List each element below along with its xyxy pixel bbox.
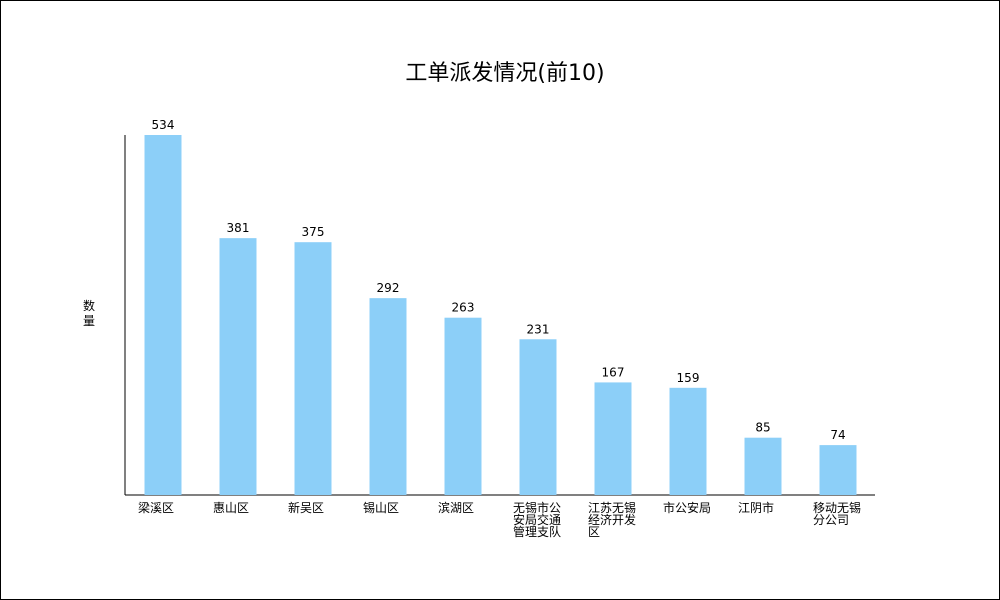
x-tick-label: 市公安局 [663,500,711,515]
value-label: 231 [527,322,550,336]
value-label: 159 [677,371,700,385]
x-tick-label: 江苏无锡经济开发区 [588,500,636,539]
bar [594,382,632,495]
bar [444,317,482,495]
value-label: 263 [452,301,475,315]
x-tick-label: 新吴区 [288,500,324,515]
bar [744,437,782,495]
x-tick-label: 无锡市公安局交通管理支队 [513,500,561,539]
bar [219,238,257,496]
x-tick-label: 江阴市 [738,500,774,515]
bar [144,135,182,495]
x-tick-label: 梁溪区 [138,500,174,515]
x-tick-label: 移动无锡分公司 [813,500,861,527]
y-axis-label: 数量 [83,298,95,328]
value-label: 292 [377,281,400,295]
x-tick-label: 锡山区 [363,500,399,515]
value-label: 85 [755,421,770,435]
bar [669,387,707,495]
value-label: 534 [152,118,175,132]
value-label: 375 [302,225,325,239]
chart-title: 工单派发情况(前10) [405,61,604,86]
bar [294,242,332,495]
x-tick-label: 滨湖区 [438,500,474,515]
value-label: 74 [830,428,845,442]
x-tick-label: 惠山区 [213,501,249,515]
bar [519,339,557,495]
value-label: 167 [602,365,625,379]
value-label: 381 [227,221,250,235]
bar [819,445,857,495]
bar [369,298,407,495]
